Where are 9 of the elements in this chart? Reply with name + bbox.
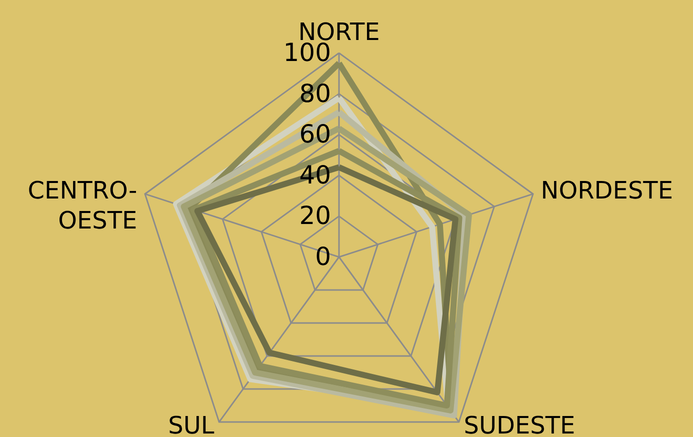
spoke-label: CENTRO-OESTE	[28, 176, 138, 234]
spoke-label: NORDESTE	[540, 176, 674, 204]
y-tick-label: 60	[299, 120, 331, 149]
y-tick-label: 40	[299, 160, 331, 190]
y-tick-label: 20	[299, 201, 331, 230]
y-tick-label: 80	[299, 78, 331, 108]
y-tick-label: 0	[315, 242, 331, 271]
spoke-label: SUL	[168, 412, 215, 437]
spoke-label: SUDESTE	[464, 412, 576, 437]
